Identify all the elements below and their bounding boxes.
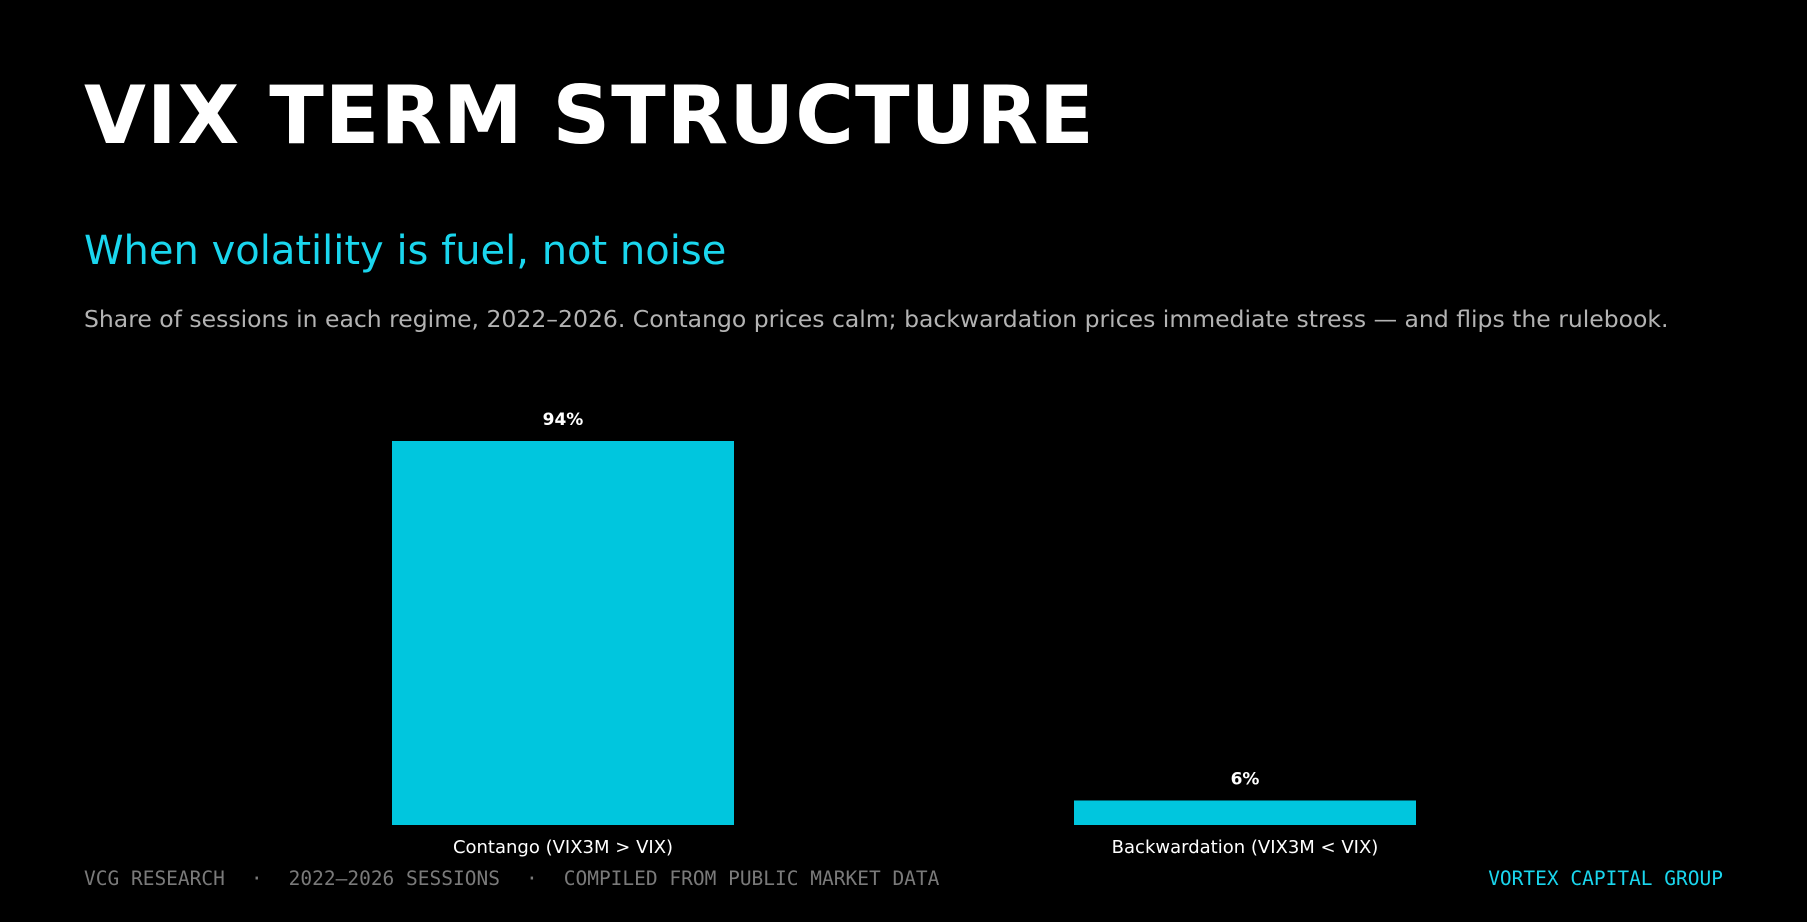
footer-separator: ·	[525, 867, 538, 890]
footer-source-note: COMPILED FROM PUBLIC MARKET DATA	[563, 867, 940, 890]
chart-subtitle: When volatility is fuel, not noise	[84, 228, 727, 274]
chart-title: VIX TERM STRUCTURE	[84, 69, 1095, 162]
footer-separator: ·	[250, 867, 263, 890]
bar-contango	[392, 441, 734, 825]
chart-description: Share of sessions in each regime, 2022–2…	[84, 305, 1669, 333]
data-label: 6%	[1231, 769, 1260, 789]
footer-source-org: VCG RESEARCH	[84, 867, 225, 890]
footer-brand: VORTEX CAPITAL GROUP	[1488, 867, 1723, 890]
data-label: 94%	[543, 410, 584, 430]
footer-source: VCG RESEARCH · 2022–2026 SESSIONS · COMPILED…	[84, 866, 939, 892]
category-tick-label: Contango (VIX3M > VIX)	[453, 837, 673, 858]
category-tick-label: Backwardation (VIX3M < VIX)	[1112, 837, 1379, 858]
footer-source-period: 2022–2026 SESSIONS	[288, 867, 500, 890]
bar-backwardation	[1074, 800, 1416, 825]
